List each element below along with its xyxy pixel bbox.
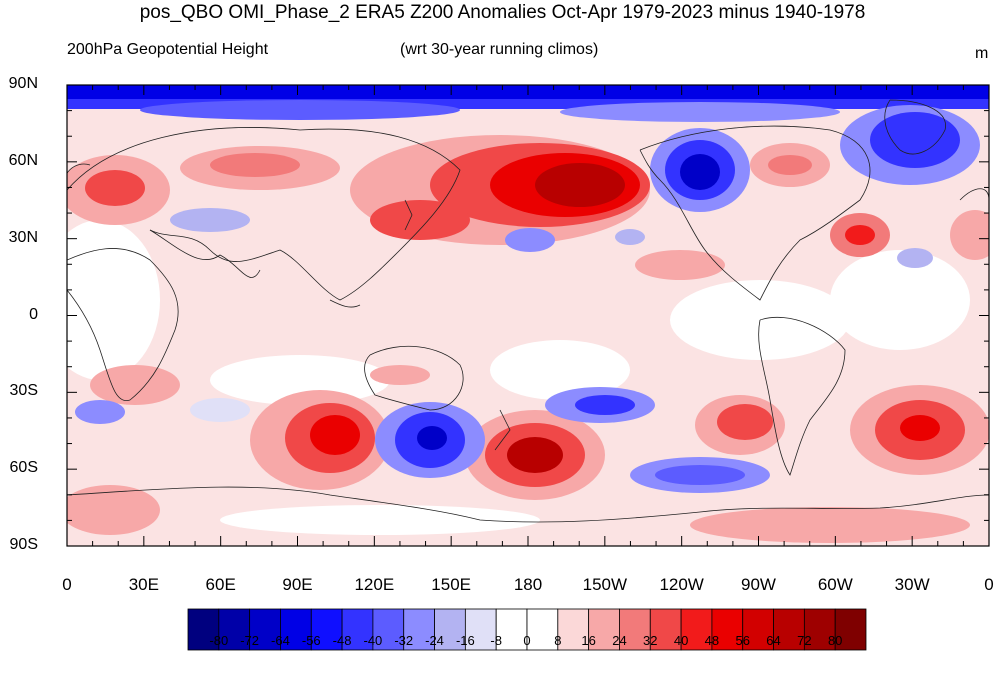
lon-label: 0 xyxy=(62,575,72,594)
lon-label: 90E xyxy=(282,575,313,594)
colorbar-swatch xyxy=(372,608,405,651)
colorbar-level-label: 56 xyxy=(735,633,750,648)
lon-label: 30E xyxy=(128,575,159,594)
lon-label: 0 xyxy=(984,575,994,594)
colorbar-level-label: 64 xyxy=(766,633,781,648)
units-label: m xyxy=(975,45,989,62)
colorbar-swatch xyxy=(526,608,559,651)
colorbar-swatch xyxy=(495,608,528,651)
colorbar-level-label: 40 xyxy=(673,633,689,648)
lat-label: 30N xyxy=(8,228,38,246)
colorbar-swatch xyxy=(434,608,466,651)
colorbar-swatch xyxy=(711,608,744,651)
reference-subtitle: (wrt 30-year running climos) xyxy=(400,41,599,58)
coastlines xyxy=(67,99,989,523)
colorbar-swatch xyxy=(773,608,805,651)
colorbar-level-label: 48 xyxy=(704,633,720,648)
colorbar-swatch xyxy=(280,608,312,651)
colorbar-swatch xyxy=(341,608,374,651)
colorbar-swatch xyxy=(464,608,497,651)
colorbar-level-label: 80 xyxy=(827,633,843,648)
colorbar-swatch xyxy=(742,608,774,651)
colorbar-swatch xyxy=(403,608,435,651)
colorbar-level-label: -72 xyxy=(240,633,260,648)
lon-label: 90W xyxy=(741,575,776,594)
lat-label: 90S xyxy=(9,536,38,553)
lon-label: 120E xyxy=(354,575,395,594)
colorbar-swatch xyxy=(649,608,682,651)
lat-label: 60S xyxy=(9,459,38,477)
colorbar-level-label: 72 xyxy=(797,633,812,648)
colorbar-level-label: 8 xyxy=(554,633,562,648)
colorbar-swatch xyxy=(588,608,620,651)
lon-label: 60W xyxy=(817,575,853,594)
variable-subtitle: 200hPa Geopotential Height xyxy=(67,41,269,58)
lat-label: 30S xyxy=(9,382,38,400)
colorbar-level-label: 32 xyxy=(643,633,658,648)
colorbar-level-label: -64 xyxy=(271,633,290,648)
colorbar-level-label: -16 xyxy=(455,633,475,648)
colorbar-level-label: -24 xyxy=(425,633,444,648)
lon-label: 120W xyxy=(659,575,704,594)
anomaly-field xyxy=(67,85,989,546)
colorbar-swatch xyxy=(310,608,343,651)
colorbar-level-label: 24 xyxy=(612,633,627,648)
axis-ticks xyxy=(66,84,990,547)
lat-label: 90N xyxy=(8,75,38,92)
lon-label: 180 xyxy=(513,575,543,594)
lon-label: 30W xyxy=(894,575,930,594)
colorbar-swatch xyxy=(249,608,281,651)
colorbar-level-label: 0 xyxy=(523,633,531,648)
colorbar-swatch xyxy=(187,608,220,651)
colorbar-level-label: -40 xyxy=(363,633,383,648)
colorbar-level-label: -48 xyxy=(332,633,352,648)
lon-label: 150W xyxy=(582,575,628,594)
colorbar-level-label: -56 xyxy=(301,633,321,648)
lon-label: 60E xyxy=(205,575,236,594)
lat-label: 0 xyxy=(29,305,38,323)
colorbar-level-label: 16 xyxy=(581,633,596,648)
lat-label: 60N xyxy=(8,151,38,169)
lon-label: 150E xyxy=(431,575,471,594)
colorbar-level-label: -80 xyxy=(209,633,229,648)
figure-title: pos_QBO OMI_Phase_2 ERA5 Z200 Anomalies … xyxy=(139,2,866,23)
colorbar-swatch xyxy=(619,608,651,651)
colorbar-level-label: -8 xyxy=(490,633,502,648)
colorbar-swatch xyxy=(834,608,867,651)
colorbar-swatch xyxy=(557,608,590,651)
colorbar xyxy=(187,608,867,651)
colorbar-level-label: -32 xyxy=(394,633,414,648)
colorbar-swatch xyxy=(218,608,251,651)
